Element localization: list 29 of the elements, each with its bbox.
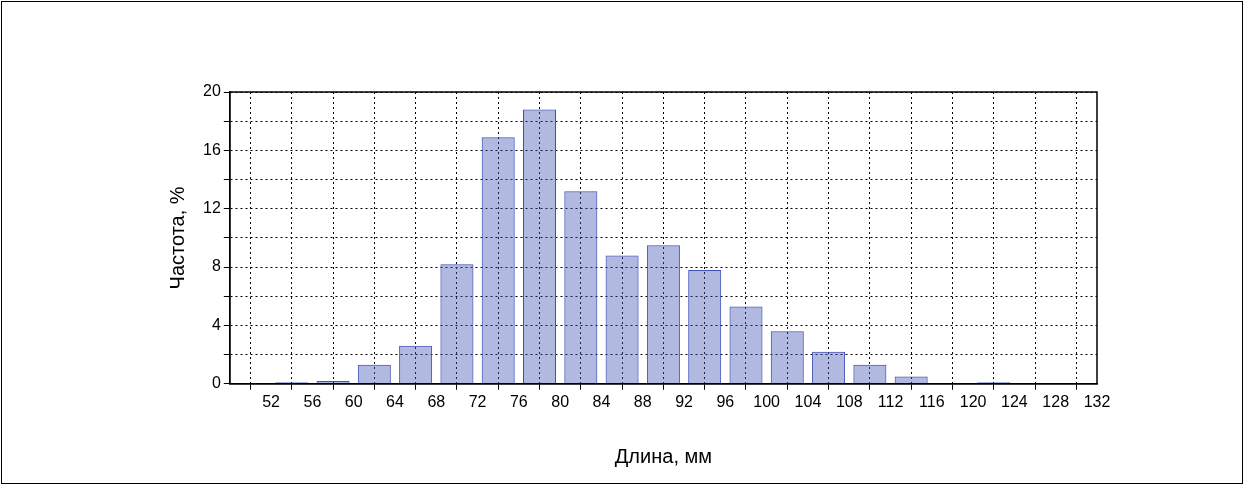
x-tick-label: 132	[1083, 392, 1111, 410]
x-tick-label: 92	[675, 392, 694, 410]
x-tick-label: 52	[262, 392, 281, 410]
x-tick-label: 108	[835, 392, 863, 410]
y-tick-label: 8	[211, 257, 221, 275]
x-tick-label: 80	[551, 392, 570, 410]
x-tick-label: 100	[753, 392, 781, 410]
y-tick-label: 20	[203, 82, 221, 100]
x-tick-label: 64	[386, 392, 404, 410]
y-tick-label: 0	[211, 374, 221, 392]
x-tick-label: 76	[509, 392, 528, 410]
x-tick-label: 112	[877, 392, 904, 410]
x-tick-label: 120	[959, 392, 987, 410]
y-tick-label: 4	[211, 315, 221, 333]
x-tick-label: 72	[468, 392, 487, 410]
y-tick-label: 12	[203, 199, 221, 217]
x-tick-label: 56	[303, 392, 322, 410]
y-axis-title: Частота, %	[165, 186, 188, 290]
x-tick-label: 60	[344, 392, 363, 410]
x-tick-label: 68	[427, 392, 446, 410]
x-tick-label: 124	[1001, 392, 1028, 410]
x-axis-title: Длина, мм	[614, 444, 712, 467]
x-tick-label: 88	[633, 392, 652, 410]
x-tick-label: 116	[919, 392, 945, 410]
x-tick-label: 96	[716, 392, 735, 410]
y-tick-label: 16	[203, 140, 221, 158]
x-tick-label: 84	[592, 392, 611, 410]
x-tick-label: 128	[1042, 392, 1070, 410]
x-tick-label: 104	[794, 392, 822, 410]
